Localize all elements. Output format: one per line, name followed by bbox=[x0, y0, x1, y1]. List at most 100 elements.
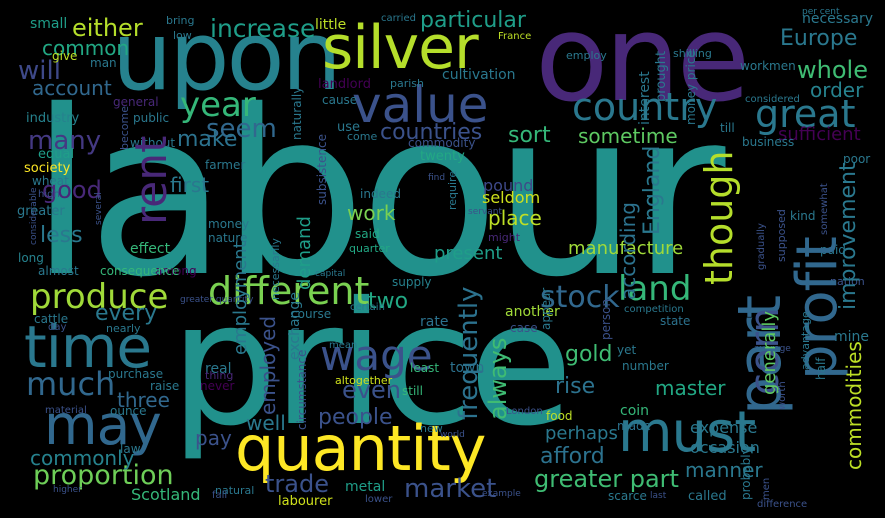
word-paid: paid bbox=[820, 243, 846, 257]
word-different: different bbox=[208, 269, 370, 313]
word-landlord: landlord bbox=[318, 77, 372, 92]
word-high: high bbox=[38, 189, 60, 200]
word-lower: lower bbox=[365, 494, 393, 505]
word-cultivation: cultivation bbox=[442, 67, 516, 83]
word-greater-quantity: greater quantity bbox=[180, 295, 254, 305]
word-nation: nation bbox=[830, 275, 865, 288]
word-demand: demand bbox=[294, 216, 315, 290]
word-metal: metal bbox=[345, 479, 386, 495]
word-expense: expense bbox=[690, 418, 758, 437]
word-scotland: Scotland bbox=[131, 485, 201, 504]
word-capital: capital bbox=[315, 269, 346, 279]
word-commodities: commodities bbox=[842, 341, 866, 470]
word-kind: kind bbox=[790, 209, 816, 223]
word-poor: poor bbox=[843, 152, 871, 166]
word-master: master bbox=[655, 376, 726, 400]
word-subsistence: subsistence bbox=[315, 134, 329, 205]
word-consequence: consequence bbox=[100, 264, 180, 278]
word-work: work bbox=[347, 201, 396, 225]
word-raise: raise bbox=[150, 379, 180, 393]
word-might: might bbox=[488, 231, 521, 244]
word-among: among bbox=[155, 264, 197, 278]
word-sort: sort bbox=[508, 123, 551, 148]
word-greater-part: greater part bbox=[534, 465, 679, 493]
word-certain: certain bbox=[350, 302, 385, 313]
word-cattle: cattle bbox=[34, 312, 69, 326]
word-london: London bbox=[506, 406, 543, 417]
word-made: made bbox=[617, 419, 652, 433]
word-coin: coin bbox=[620, 403, 650, 419]
word-till: till bbox=[720, 121, 735, 135]
word-value: value bbox=[352, 76, 489, 134]
word-small: small bbox=[30, 16, 68, 32]
word-money-price: money price bbox=[684, 50, 698, 125]
word-servant: servant bbox=[468, 207, 503, 217]
word-will: will bbox=[18, 56, 61, 86]
word-necessarily: necessarily bbox=[269, 238, 282, 300]
word-cause: cause bbox=[322, 93, 358, 107]
word-price: price bbox=[170, 266, 573, 464]
word-law: law bbox=[120, 442, 141, 456]
word-without: without bbox=[130, 136, 176, 150]
word-stock: stock bbox=[540, 280, 620, 315]
word-become: become bbox=[118, 105, 131, 150]
word-employ: employ bbox=[566, 49, 607, 62]
word-said: said bbox=[355, 227, 380, 241]
word-great: great bbox=[755, 92, 856, 136]
word-gold: gold bbox=[565, 342, 613, 367]
word-ounce: ounce bbox=[110, 404, 147, 418]
word-manner: manner bbox=[685, 458, 763, 482]
word-sufficient: sufficient bbox=[778, 124, 861, 145]
word-considerable: considerable bbox=[29, 187, 39, 245]
word-require: require bbox=[446, 170, 459, 210]
word-supply: supply bbox=[392, 275, 432, 289]
word-new: new bbox=[420, 422, 443, 435]
word-sometime: sometime bbox=[578, 124, 678, 148]
word-order: order bbox=[810, 78, 864, 102]
word-account: account bbox=[32, 76, 112, 100]
word-mean: mean bbox=[329, 340, 358, 351]
word-employment: employment bbox=[230, 241, 251, 355]
word-naturally: naturally bbox=[290, 86, 304, 140]
word-either: either bbox=[72, 14, 143, 42]
word-society: society bbox=[24, 161, 71, 176]
word-altogether: altogether bbox=[335, 374, 393, 387]
word-people: people bbox=[318, 405, 393, 430]
word-upon: upon bbox=[112, 2, 342, 112]
word-wage: wage bbox=[320, 331, 433, 380]
word-man: man bbox=[90, 56, 117, 70]
word-pound: pound bbox=[483, 176, 534, 195]
word-public: public bbox=[133, 111, 170, 125]
word-town: town bbox=[450, 360, 485, 376]
word-trade: trade bbox=[265, 470, 329, 498]
word-year: year bbox=[180, 85, 256, 125]
word-food: food bbox=[546, 409, 573, 423]
word-low: low bbox=[173, 29, 192, 42]
word-even: even bbox=[342, 376, 401, 404]
word-material: material bbox=[45, 405, 87, 416]
word-state: state bbox=[660, 314, 691, 328]
word-manufacture: manufacture bbox=[568, 238, 684, 259]
word-necessary: necessary bbox=[802, 11, 874, 27]
word-common: common bbox=[42, 36, 130, 60]
word-first: first bbox=[170, 173, 210, 197]
word-come: come bbox=[347, 130, 378, 143]
word-seldom: seldom bbox=[482, 188, 541, 207]
word-parish: parish bbox=[390, 77, 425, 90]
word-england: England bbox=[640, 145, 665, 235]
word-probably: probably bbox=[739, 447, 753, 500]
word-quantity: quantity bbox=[235, 412, 486, 485]
word-brought: brought bbox=[654, 50, 669, 102]
word-mine: mine bbox=[834, 329, 870, 345]
word-well: well bbox=[246, 411, 286, 435]
word-france: France bbox=[498, 31, 532, 42]
word-country: country bbox=[572, 85, 718, 129]
word-rate: rate bbox=[420, 314, 449, 330]
word-every: every bbox=[95, 301, 158, 326]
word-still: still bbox=[402, 384, 423, 398]
word-effect: effect bbox=[130, 241, 171, 257]
word-many: many bbox=[28, 126, 102, 156]
word-three: three bbox=[117, 388, 170, 412]
word-europe: Europe bbox=[780, 26, 858, 51]
